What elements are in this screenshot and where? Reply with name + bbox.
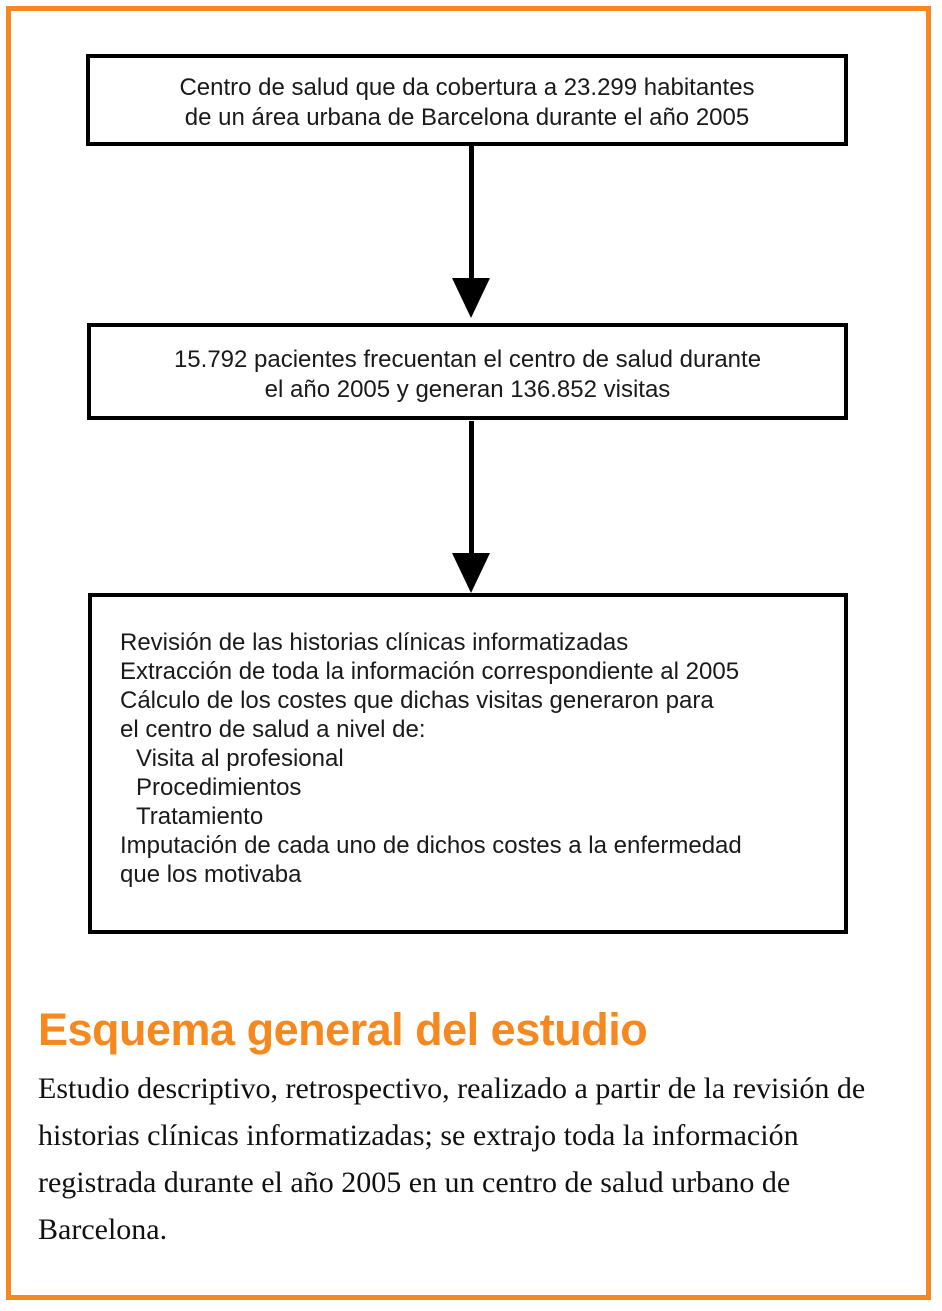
flow-box-patients-text: 15.792 pacientes frecuentan el centro de… [173, 346, 762, 403]
caption-block: Esquema general del estudio Estudio desc… [38, 1005, 904, 1253]
arrow-shaft [469, 421, 474, 553]
method-line: Tratamiento [136, 803, 264, 830]
study-flowchart: Centro de salud que da cobertura a 23.29… [86, 54, 848, 934]
method-line: Cálculo de los costes que dichas visitas… [120, 687, 714, 714]
caption-heading: Esquema general del estudio [38, 1004, 648, 1055]
flow-box-methods: Revisión de las historias clínicas infor… [88, 593, 848, 934]
arrow-shaft [469, 146, 474, 278]
method-line: el centro de salud a nivel de: [120, 716, 426, 743]
method-line: Visita al profesional [136, 745, 344, 772]
arrow-head [452, 553, 490, 593]
arrow-down-icon-1 [452, 146, 490, 318]
flow-box-patients: 15.792 pacientes frecuentan el centro de… [87, 323, 848, 420]
method-line: que los motivaba [120, 861, 302, 888]
arrow-down-icon-2 [452, 421, 490, 593]
flow-box-cohort-text: Centro de salud que da cobertura a 23.29… [179, 74, 755, 131]
flow-box-cohort: Centro de salud que da cobertura a 23.29… [86, 54, 848, 146]
method-line: Imputación de cada uno de dichos costes … [120, 832, 742, 859]
orange-page-border [6, 6, 931, 1300]
method-line: Revisión de las historias clínicas infor… [120, 629, 629, 656]
method-line: Extracción de toda la información corres… [120, 658, 740, 685]
flow-box-methods-list: Revisión de las historias clínicas infor… [120, 628, 834, 889]
caption-body-text: Estudio descriptivo, retrospectivo, real… [38, 1072, 866, 1246]
arrow-head [452, 278, 490, 318]
method-line: Procedimientos [136, 774, 302, 801]
